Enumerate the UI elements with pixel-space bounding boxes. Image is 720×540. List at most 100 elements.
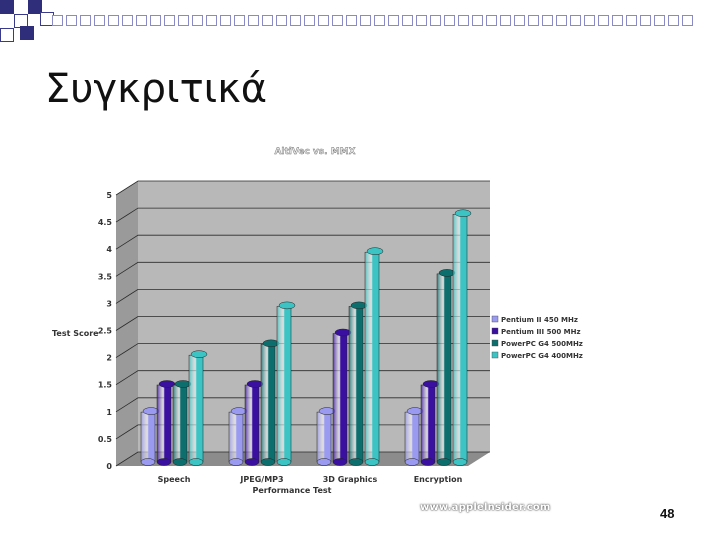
deco-square xyxy=(52,15,63,26)
deco-square xyxy=(360,15,371,26)
y-tick-label: 4.5 xyxy=(98,218,113,227)
bar-cap xyxy=(142,407,160,415)
deco-square xyxy=(444,15,455,26)
bar-base xyxy=(420,458,436,466)
deco-square xyxy=(668,15,679,26)
bar-body xyxy=(276,306,292,463)
bar xyxy=(316,407,336,466)
bar-body xyxy=(452,214,468,463)
y-tick-label: 0 xyxy=(106,462,112,471)
legend-swatch xyxy=(491,351,499,359)
deco-square xyxy=(290,15,301,26)
bar-base xyxy=(436,458,452,466)
bar-base xyxy=(348,458,364,466)
slide-title: Συγκριτικά xyxy=(45,66,268,112)
top-checker-bar xyxy=(52,10,720,32)
deco-square xyxy=(640,15,651,26)
deco-square xyxy=(346,15,357,26)
deco-square xyxy=(178,15,189,26)
bar xyxy=(172,380,192,466)
bar-cap xyxy=(246,380,264,388)
deco-square xyxy=(598,15,609,26)
deco-square xyxy=(304,15,315,26)
deco-square xyxy=(20,26,34,40)
bar xyxy=(276,301,296,466)
bar xyxy=(452,209,472,466)
deco-square xyxy=(500,15,511,26)
bar-base xyxy=(244,458,260,466)
y-tick-label: 3 xyxy=(106,299,112,308)
bar-body xyxy=(172,384,188,463)
x-tick-label: Speech xyxy=(158,475,191,484)
bar-cap xyxy=(454,209,472,218)
bar-cap xyxy=(334,328,352,337)
bar-cap xyxy=(278,301,296,310)
deco-square xyxy=(416,15,427,26)
bar-cap xyxy=(422,380,440,388)
legend-entry: Pentium III 500 MHz xyxy=(501,328,581,336)
deco-square xyxy=(626,15,637,26)
bar-body xyxy=(420,384,436,463)
deco-square xyxy=(570,15,581,26)
y-tick-label: 1 xyxy=(106,408,112,417)
bar-base xyxy=(332,458,348,466)
bar-base xyxy=(404,458,420,466)
deco-square xyxy=(402,15,413,26)
bar-body xyxy=(436,273,452,463)
deco-square xyxy=(528,15,539,26)
bar-body xyxy=(140,411,156,463)
bar-cap xyxy=(350,301,368,310)
bar-base xyxy=(364,458,380,466)
bar-base xyxy=(276,458,292,466)
gridline xyxy=(115,180,490,196)
deco-square xyxy=(192,15,203,26)
bar-body xyxy=(348,306,364,463)
bar-body xyxy=(188,354,204,463)
y-tick-label: 2 xyxy=(106,354,112,363)
deco-square xyxy=(262,15,273,26)
deco-square xyxy=(388,15,399,26)
deco-square xyxy=(94,15,105,26)
deco-square xyxy=(164,15,175,26)
bar-cap xyxy=(406,407,424,415)
deco-square xyxy=(276,15,287,26)
deco-square xyxy=(374,15,385,26)
chart-title: AltiVec vs. MMX xyxy=(274,147,355,157)
bar-base xyxy=(188,458,204,466)
legend-entry: PowerPC G4 500MHz xyxy=(501,340,583,348)
bar-cap xyxy=(366,247,384,255)
deco-square xyxy=(80,15,91,26)
bar xyxy=(244,380,264,466)
bar-body xyxy=(364,251,380,463)
bar-base xyxy=(140,458,156,466)
bar-base xyxy=(316,458,332,466)
deco-square xyxy=(206,15,217,26)
bar xyxy=(436,269,456,466)
x-axis-label: Performance Test xyxy=(253,486,332,495)
deco-square xyxy=(66,15,77,26)
bar xyxy=(332,328,352,466)
gridline xyxy=(115,234,490,250)
legend-swatch xyxy=(491,327,499,335)
bar-cap xyxy=(174,380,192,388)
x-tick-label: Encryption xyxy=(414,475,463,484)
deco-square xyxy=(136,15,147,26)
legend-swatch xyxy=(491,315,499,323)
plot-floor xyxy=(116,452,490,466)
legend-swatch xyxy=(491,339,499,347)
deco-square xyxy=(486,15,497,26)
bar-body xyxy=(404,411,420,463)
bar-base xyxy=(172,458,188,466)
x-tick-label: 3D Graphics xyxy=(323,475,378,484)
deco-square xyxy=(0,28,14,42)
bar xyxy=(156,380,176,466)
legend-entry: PowerPC G4 400MHz xyxy=(501,352,583,360)
y-axis-label: Test Score xyxy=(52,329,99,338)
bar-body xyxy=(260,344,276,463)
bar xyxy=(404,407,424,466)
bar-body xyxy=(156,384,172,463)
bar-cap xyxy=(262,339,280,348)
page-number: 48 xyxy=(660,506,675,521)
deco-square xyxy=(248,15,259,26)
